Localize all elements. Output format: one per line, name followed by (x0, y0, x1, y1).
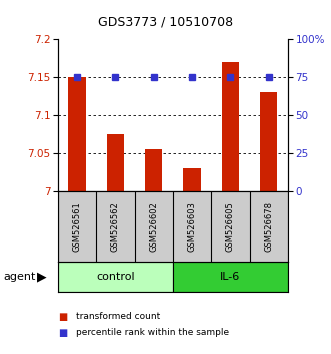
Text: IL-6: IL-6 (220, 272, 241, 282)
Text: GSM526678: GSM526678 (264, 201, 273, 252)
Text: control: control (96, 272, 135, 282)
Text: GSM526602: GSM526602 (149, 201, 158, 252)
Text: GSM526605: GSM526605 (226, 201, 235, 252)
Bar (69, 77, 86, 191)
Bar (173, 262, 288, 292)
Bar (260, 92, 277, 191)
Text: ■: ■ (58, 312, 67, 322)
Text: GSM526603: GSM526603 (188, 201, 197, 252)
Bar (107, 134, 124, 191)
Text: ■: ■ (58, 328, 67, 338)
Text: GSM526562: GSM526562 (111, 201, 120, 252)
Text: percentile rank within the sample: percentile rank within the sample (76, 328, 229, 337)
Bar (145, 149, 163, 191)
Text: ▶: ▶ (36, 270, 46, 284)
Text: transformed count: transformed count (76, 312, 161, 321)
Text: GDS3773 / 10510708: GDS3773 / 10510708 (98, 16, 233, 29)
Bar (222, 62, 239, 191)
Bar (58, 262, 173, 292)
Text: GSM526561: GSM526561 (72, 201, 82, 252)
Bar (183, 168, 201, 191)
Text: agent: agent (3, 272, 36, 282)
